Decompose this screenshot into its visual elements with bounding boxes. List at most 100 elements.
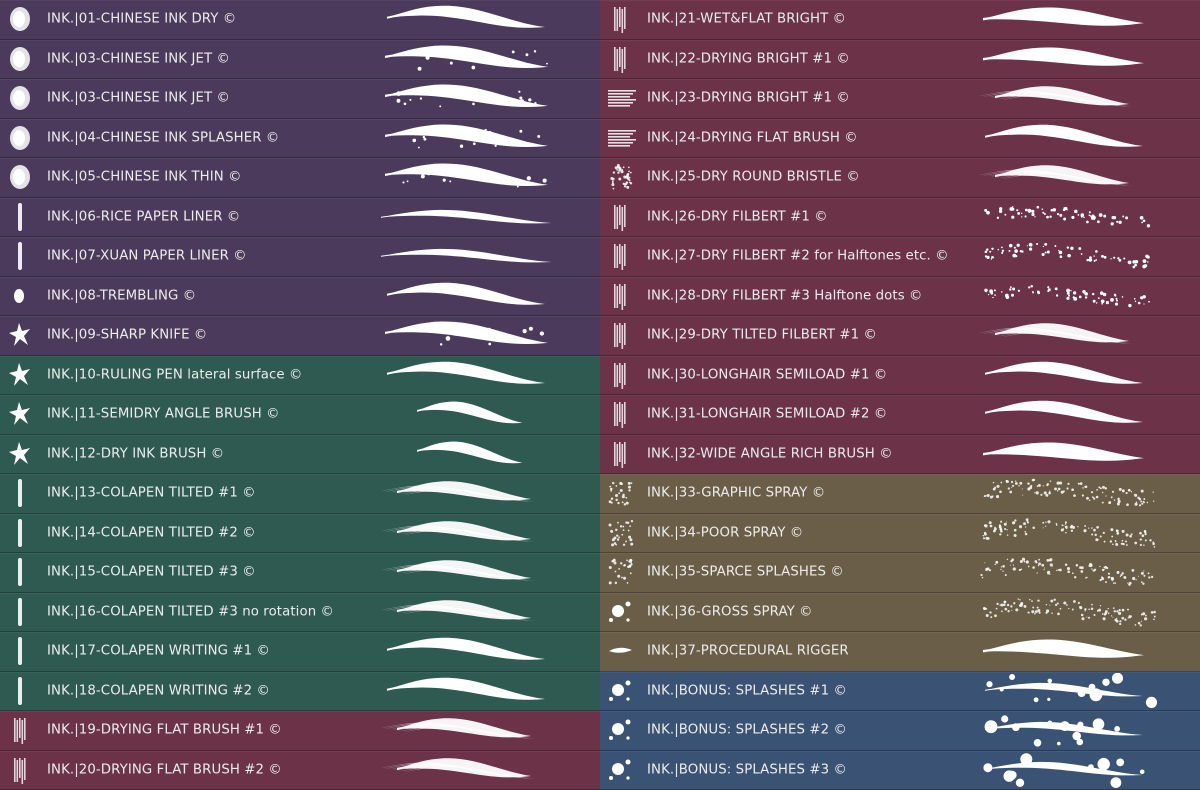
brush-row[interactable]: INK.|09-SHARP KNIFE © bbox=[0, 316, 600, 356]
brush-row[interactable]: INK.|37-PROCEDURAL RIGGER bbox=[600, 632, 1200, 672]
brush-stroke-preview bbox=[385, 45, 555, 71]
brush-row[interactable]: INK.|BONUS: SPLASHES #2 © bbox=[600, 711, 1200, 751]
brush-stroke-preview bbox=[984, 715, 1150, 747]
brush-row[interactable]: INK.|29-DRY TILTED FILBERT #1 © bbox=[600, 316, 1200, 356]
brush-label: INK.|20-DRYING FLAT BRUSH #2 © bbox=[47, 762, 282, 778]
brush-label: INK.|13-COLAPEN TILTED #1 © bbox=[47, 485, 256, 501]
brush-row[interactable]: INK.|07-XUAN PAPER LINER © bbox=[0, 237, 600, 277]
brush-stroke-preview bbox=[385, 321, 555, 346]
brush-label: INK.|23-DRYING BRIGHT #1 © bbox=[647, 90, 850, 106]
brush-row[interactable]: INK.|34-POOR SPRAY © bbox=[600, 513, 1200, 553]
brush-row[interactable]: INK.|03-CHINESE INK JET © bbox=[0, 79, 600, 119]
line-icon bbox=[18, 637, 22, 666]
brush-stroke-preview bbox=[980, 323, 1139, 344]
brush-label: INK.|24-DRYING FLAT BRUSH © bbox=[647, 130, 858, 146]
brush-label: INK.|31-LONGHAIR SEMILOAD #2 © bbox=[647, 406, 888, 422]
brush-label: INK.|35-SPARCE SPLASHES © bbox=[647, 564, 844, 580]
brush-label: INK.|21-WET&FLAT BRIGHT © bbox=[647, 11, 847, 27]
brush-label: INK.|06-RICE PAPER LINER © bbox=[47, 209, 241, 225]
brush-row[interactable]: INK.|35-SPARCE SPLASHES © bbox=[600, 553, 1200, 593]
brush-row[interactable]: INK.|17-COLAPEN WRITING #1 © bbox=[0, 632, 600, 672]
rigger-icon bbox=[609, 647, 632, 654]
brush-stroke-preview bbox=[983, 442, 1151, 461]
brush-row[interactable]: INK.|25-DRY ROUND BRISTLE © bbox=[600, 158, 1200, 198]
brush-row[interactable]: INK.|22-DRYING BRIGHT #1 © bbox=[600, 39, 1200, 79]
brush-stroke-preview bbox=[983, 752, 1150, 788]
brush-row[interactable]: INK.|06-RICE PAPER LINER © bbox=[0, 197, 600, 237]
brush-row[interactable]: INK.|21-WET&FLAT BRIGHT © bbox=[600, 0, 1200, 40]
brush-stroke-preview bbox=[382, 560, 541, 581]
brush-row[interactable]: INK.|32-WIDE ANGLE RICH BRUSH © bbox=[600, 434, 1200, 474]
brush-row[interactable]: INK.|15-COLAPEN TILTED #3 © bbox=[0, 553, 600, 593]
blob-icon bbox=[10, 46, 30, 71]
brush-row[interactable]: INK.|16-COLAPEN TILTED #3 no rotation © bbox=[0, 592, 600, 632]
brush-label: INK.|17-COLAPEN WRITING #1 © bbox=[47, 643, 270, 659]
splash-icon bbox=[609, 601, 631, 622]
bristle-icon bbox=[614, 7, 626, 34]
brush-row[interactable]: INK.|24-DRYING FLAT BRUSH © bbox=[600, 118, 1200, 158]
brush-row[interactable]: INK.|04-CHINESE INK SPLASHER © bbox=[0, 118, 600, 158]
brush-stroke-preview bbox=[980, 165, 1139, 186]
brush-row[interactable]: INK.|20-DRYING FLAT BRUSH #2 © bbox=[0, 750, 600, 790]
spray-icon bbox=[608, 558, 633, 585]
brush-row[interactable]: INK.|10-RULING PEN lateral surface © bbox=[0, 355, 600, 395]
brush-row[interactable]: INK.|BONUS: SPLASHES #1 © bbox=[600, 671, 1200, 711]
brush-stroke-preview bbox=[984, 243, 1150, 269]
splash-icon bbox=[609, 680, 631, 701]
brush-row[interactable]: INK.|01-CHINESE INK DRY © bbox=[0, 0, 600, 40]
brush-row[interactable]: INK.|11-SEMIDRY ANGLE BRUSH © bbox=[0, 395, 600, 435]
brush-column-right: INK.|21-WET&FLAT BRIGHT © INK.|22-DRYING … bbox=[600, 0, 1200, 790]
brush-row[interactable]: INK.|03-CHINESE INK JET © bbox=[0, 39, 600, 79]
brush-stroke-preview bbox=[387, 638, 552, 661]
brush-row[interactable]: INK.|30-LONGHAIR SEMILOAD #1 © bbox=[600, 355, 1200, 395]
brush-label: INK.|05-CHINESE INK THIN © bbox=[47, 169, 242, 185]
brush-row[interactable]: INK.|BONUS: SPLASHES #3 © bbox=[600, 750, 1200, 790]
brush-row[interactable]: INK.|08-TREMBLING © bbox=[0, 276, 600, 316]
brush-row[interactable]: INK.|33-GRAPHIC SPRAY © bbox=[600, 474, 1200, 514]
brush-row[interactable]: INK.|31-LONGHAIR SEMILOAD #2 © bbox=[600, 395, 1200, 435]
line-icon bbox=[18, 597, 22, 626]
brush-stroke-preview bbox=[982, 517, 1156, 548]
brush-label: INK.|25-DRY ROUND BRISTLE © bbox=[647, 169, 860, 185]
bristle-icon bbox=[614, 402, 626, 429]
brush-label: INK.|09-SHARP KNIFE © bbox=[47, 327, 208, 343]
brush-stroke-preview bbox=[385, 84, 555, 108]
brush-row[interactable]: INK.|18-COLAPEN WRITING #2 © bbox=[0, 671, 600, 711]
brush-stroke-preview bbox=[382, 599, 541, 621]
brush-row[interactable]: INK.|13-COLAPEN TILTED #1 © bbox=[0, 474, 600, 514]
brush-label: INK.|03-CHINESE INK JET © bbox=[47, 51, 230, 67]
brush-row[interactable]: INK.|36-GROSS SPRAY © bbox=[600, 592, 1200, 632]
brush-stroke-preview bbox=[980, 86, 1139, 107]
brush-stroke-preview bbox=[985, 672, 1158, 708]
streak-icon bbox=[608, 129, 636, 147]
brush-row[interactable]: INK.|19-DRYING FLAT BRUSH #1 © bbox=[0, 711, 600, 751]
brush-label: INK.|07-XUAN PAPER LINER © bbox=[47, 248, 247, 264]
brush-stroke-preview bbox=[417, 401, 527, 424]
brush-row[interactable]: INK.|14-COLAPEN TILTED #2 © bbox=[0, 513, 600, 553]
brush-label: INK.|BONUS: SPLASHES #1 © bbox=[647, 683, 847, 699]
brush-stroke-preview bbox=[387, 6, 552, 29]
brush-stroke-preview bbox=[382, 757, 541, 779]
brush-stroke-preview bbox=[984, 205, 1151, 228]
bristle-icon bbox=[14, 757, 26, 784]
bristle-icon bbox=[614, 244, 626, 271]
brush-label: INK.|14-COLAPEN TILTED #2 © bbox=[47, 525, 256, 541]
brush-label: INK.|04-CHINESE INK SPLASHER © bbox=[47, 130, 280, 146]
line-icon bbox=[18, 558, 22, 587]
brush-row[interactable]: INK.|26-DRY FILBERT #1 © bbox=[600, 197, 1200, 237]
blob-icon bbox=[10, 86, 30, 111]
brush-label: INK.|28-DRY FILBERT #3 Halftone dots © bbox=[647, 288, 923, 304]
brush-row[interactable]: INK.|12-DRY INK BRUSH © bbox=[0, 434, 600, 474]
bristle-icon bbox=[614, 204, 626, 231]
brush-row[interactable]: INK.|23-DRYING BRIGHT #1 © bbox=[600, 79, 1200, 119]
line-icon bbox=[18, 479, 22, 508]
brush-label: INK.|11-SEMIDRY ANGLE BRUSH © bbox=[47, 406, 280, 422]
brush-row[interactable]: INK.|27-DRY FILBERT #2 for Halftones etc… bbox=[600, 237, 1200, 277]
brush-stroke-preview bbox=[983, 47, 1151, 66]
brush-stroke-preview bbox=[417, 441, 527, 463]
brush-stroke-preview bbox=[381, 209, 559, 224]
brush-row[interactable]: INK.|28-DRY FILBERT #3 Halftone dots © bbox=[600, 276, 1200, 316]
bristle-icon bbox=[614, 46, 626, 73]
brush-stroke-preview bbox=[982, 598, 1156, 627]
brush-row[interactable]: INK.|05-CHINESE INK THIN © bbox=[0, 158, 600, 198]
